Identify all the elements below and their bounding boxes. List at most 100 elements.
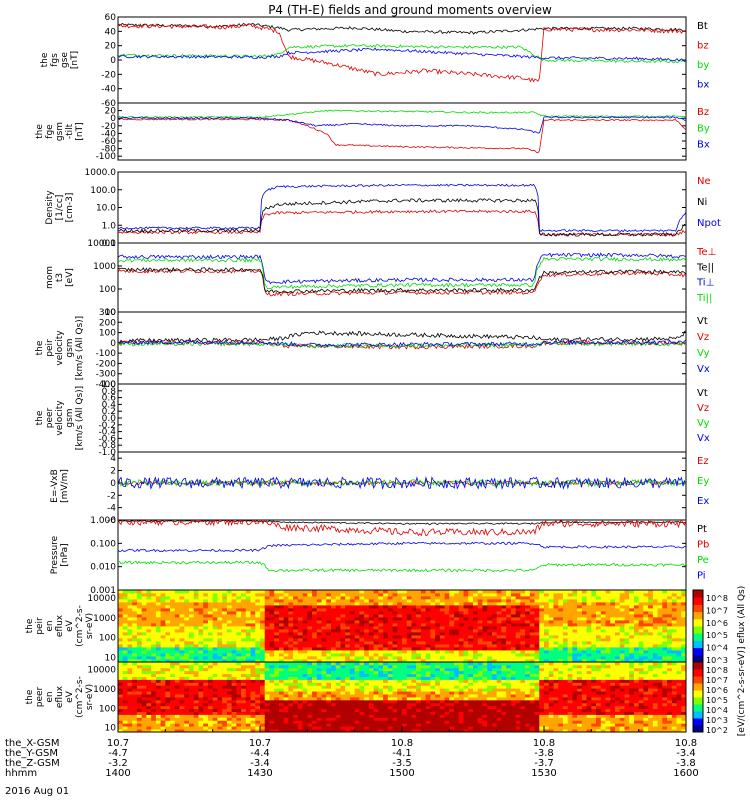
heat-cell (487, 629, 492, 632)
heat-cell (331, 680, 336, 683)
heat-cell (198, 694, 203, 697)
heat-cell (430, 602, 435, 605)
heat-cell (411, 700, 416, 703)
heat-cell (251, 635, 256, 638)
heat-cell (340, 593, 345, 596)
heat-cell (615, 653, 620, 656)
heat-cell (170, 680, 175, 683)
y-axis-label: gsm (55, 122, 65, 141)
heat-cell (142, 677, 147, 680)
heat-cell (288, 629, 293, 632)
heat-cell (454, 720, 459, 723)
heat-cell (255, 599, 260, 602)
heat-cell (184, 650, 189, 653)
heat-cell (236, 641, 241, 644)
heat-cell (336, 638, 341, 641)
heat-cell (601, 617, 606, 620)
heat-cell (161, 632, 166, 635)
heat-cell (142, 688, 147, 691)
heat-cell (459, 599, 464, 602)
heat-cell (407, 650, 412, 653)
heat-cell (246, 653, 251, 656)
heat-cell (208, 590, 213, 593)
heat-cell (407, 623, 412, 626)
heat-cell (232, 638, 237, 641)
heat-cell (303, 632, 308, 635)
heat-cell (355, 623, 360, 626)
heat-cell (374, 602, 379, 605)
heat-cell (265, 596, 270, 599)
heat-cell (421, 602, 426, 605)
heat-cell (393, 644, 398, 647)
heat-cell (151, 685, 156, 688)
heat-cell (383, 593, 388, 596)
heat-cell (260, 647, 265, 650)
heat-cell (468, 726, 473, 729)
heat-cell (161, 709, 166, 712)
heat-cell (355, 697, 360, 700)
heat-cell (322, 677, 327, 680)
heat-cell (468, 641, 473, 644)
heat-cell (146, 611, 151, 614)
heat-cell (426, 653, 431, 656)
heat-cell (397, 671, 402, 674)
heat-cell (449, 620, 454, 623)
heat-cell (369, 680, 374, 683)
heat-cell (553, 593, 558, 596)
heat-cell (383, 632, 388, 635)
heat-cell (511, 623, 516, 626)
heat-cell (440, 647, 445, 650)
heat-cell (307, 656, 312, 659)
heat-cell (322, 641, 327, 644)
heat-cell (459, 647, 464, 650)
heat-cell (146, 720, 151, 723)
heat-cell (662, 653, 667, 656)
heat-cell (435, 668, 440, 671)
heat-cell (407, 697, 412, 700)
heat-cell (487, 614, 492, 617)
heat-cell (146, 641, 151, 644)
heat-cell (303, 635, 308, 638)
heat-cell (260, 605, 265, 608)
heat-cell (388, 593, 393, 596)
heat-cell (516, 602, 521, 605)
heat-cell (430, 682, 435, 685)
heat-cell (227, 682, 232, 685)
heat-cell (364, 605, 369, 608)
heat-cell (156, 653, 161, 656)
heat-cell (473, 599, 478, 602)
heat-cell (180, 605, 185, 608)
heat-cell (269, 638, 274, 641)
heat-cell (137, 706, 142, 709)
heat-cell (393, 726, 398, 729)
heat-cell (620, 629, 625, 632)
heat-cell (222, 611, 227, 614)
heat-cell (326, 632, 331, 635)
heat-cell (449, 614, 454, 617)
heat-cell (374, 626, 379, 629)
heat-cell (118, 602, 123, 605)
y-tick-label: -200 (96, 359, 117, 369)
heat-cell (137, 611, 142, 614)
heat-cell (374, 665, 379, 668)
heat-cell (293, 641, 298, 644)
heat-cell (634, 656, 639, 659)
heat-cell (530, 629, 535, 632)
heat-cell (236, 644, 241, 647)
heat-cell (411, 656, 416, 659)
heat-cell (269, 611, 274, 614)
heat-cell (563, 611, 568, 614)
heat-cell (123, 656, 128, 659)
heat-cell (374, 715, 379, 718)
heat-cell (516, 590, 521, 593)
heat-cell (213, 671, 218, 674)
figure-title: P4 (TH-E) fields and ground moments over… (268, 3, 552, 17)
heat-cell (449, 641, 454, 644)
heat-cell (516, 629, 521, 632)
heat-cell (473, 632, 478, 635)
heat-cell (298, 593, 303, 596)
heat-cell (194, 596, 199, 599)
heat-cell (227, 623, 232, 626)
heat-cell (411, 617, 416, 620)
heat-cell (416, 668, 421, 671)
